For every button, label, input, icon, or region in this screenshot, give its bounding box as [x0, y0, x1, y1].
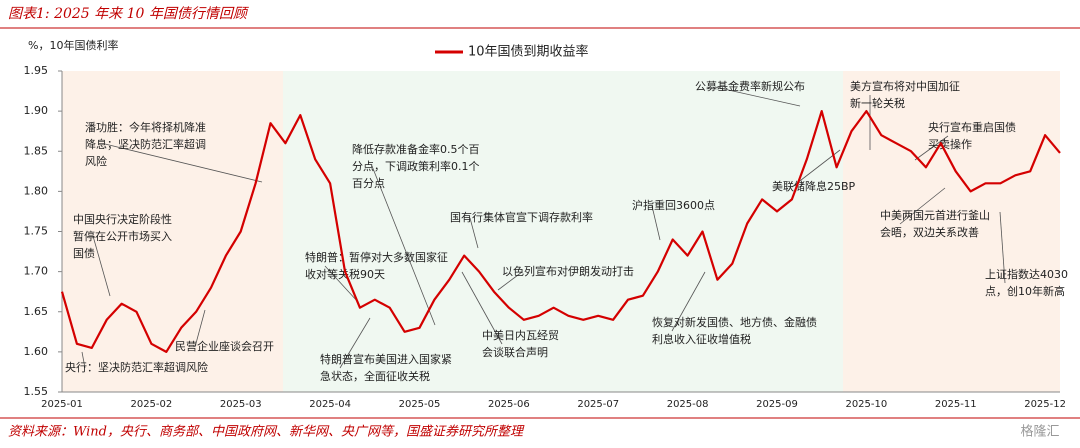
annotation-leader [714, 86, 801, 107]
annotation-leader [469, 217, 479, 249]
y-tick-label: 1.55 [24, 385, 49, 398]
x-tick-label: 2025-07 [577, 399, 619, 410]
x-tick-label: 2025-04 [309, 399, 351, 410]
y-tick-label: 1.95 [24, 64, 49, 77]
legend-label: 10年国债到期收益率 [468, 44, 589, 60]
x-tick-label: 2025-10 [845, 399, 887, 410]
period-shade [62, 71, 283, 392]
y-tick-label: 1.75 [24, 225, 49, 238]
annotation-leader [371, 165, 436, 326]
x-tick-label: 2025-02 [130, 399, 172, 410]
y-tick-label: 1.60 [24, 345, 49, 358]
annotation: 潘功胜：今年将择机降准 [85, 120, 206, 134]
annotation-leader [104, 143, 263, 183]
y-tick-label: 1.70 [24, 265, 49, 278]
annotation-leader [914, 135, 949, 161]
annotation: 中美日内瓦经贸 [482, 328, 559, 342]
annotation: 急状态，全面征收关税 [320, 369, 430, 383]
annotation: 民营企业座谈会召开 [175, 339, 274, 353]
annotation: 央行：坚决防范汇率超调风险 [65, 360, 208, 374]
annotation: 中美两国元首进行釜山 [880, 208, 990, 222]
annotation-leader [324, 265, 359, 303]
annotation: 美方宣布将对中国加征 [850, 79, 960, 93]
annotation-leader [999, 211, 1006, 284]
y-axis-label: %，10年国债利率 [28, 38, 118, 52]
annotation: 买卖操作 [928, 137, 972, 151]
annotation-leader [791, 149, 841, 188]
annotation: 降息；坚决防范汇率超调 [85, 137, 206, 151]
annotation: 上证指数达4030 [985, 267, 1068, 281]
annotation: 以色列宣布对伊朗发动打击 [502, 264, 634, 278]
annotation: 降低存款准备金率0.5个百 [352, 142, 480, 156]
annotation: 风险 [85, 154, 107, 168]
x-tick-label: 2025-05 [399, 399, 441, 410]
annotation-leader [651, 205, 661, 241]
y-tick-label: 1.65 [24, 305, 49, 318]
annotation: 美联储降息25BP [772, 179, 856, 193]
annotation: 恢复对新发国债、地方债、金融债 [652, 315, 817, 329]
period-shade [283, 71, 843, 392]
annotation: 沪指重回3600点 [632, 198, 715, 212]
annotation: 点，创10年新高 [985, 284, 1065, 298]
annotation: 国债 [73, 246, 95, 260]
annotation-leader [899, 187, 946, 225]
x-tick-label: 2025-09 [756, 399, 798, 410]
annotation: 新一轮关税 [850, 96, 905, 110]
y-tick-label: 1.90 [24, 104, 49, 117]
annotation: 特朗普宣布美国进入国家紧 [320, 352, 452, 366]
annotation: 特朗普：暂停对大多数国家征 [305, 250, 448, 264]
annotation: 暂停在公开市场买入 [73, 229, 172, 243]
annotation: 会晤，双边关系改善 [880, 225, 979, 239]
source: 资料来源：Wind，央行、商务部、中国政府网、新华网、央广网等，国盛证券研究所整… [8, 424, 525, 440]
annotation-leader [497, 271, 523, 291]
annotation-leader [92, 235, 111, 297]
y-tick-label: 1.80 [24, 184, 49, 197]
x-tick-label: 2025-03 [220, 399, 262, 410]
annotation-leader [194, 309, 206, 348]
annotation: 会谈联合声明 [482, 345, 548, 359]
annotation: 公募基金费率新规公布 [695, 79, 805, 93]
watermark: 格隆汇 [1020, 424, 1059, 440]
data-line [60, 110, 1061, 353]
x-tick-label: 2025-11 [935, 399, 977, 410]
y-tick-label: 1.85 [24, 144, 49, 157]
annotation: 分点，下调政策利率0.1个 [352, 159, 480, 173]
period-shade [843, 71, 1060, 392]
annotation: 央行宣布重启国债 [928, 120, 1016, 134]
x-tick-label: 2025-08 [667, 399, 709, 410]
annotation: 利息收入征收增值税 [652, 332, 751, 346]
annotation-leader [671, 271, 706, 332]
annotation-leader [461, 271, 503, 345]
annotation: 中国央行决定阶段性 [73, 212, 172, 226]
annotation-leader [339, 317, 371, 369]
x-tick-label: 2025-01 [41, 399, 83, 410]
x-tick-label: 2025-12 [1024, 399, 1066, 410]
chart-title: 图表1: 2025 年来 10 年国债行情回顾 [8, 6, 250, 22]
annotation: 国有行集体官宣下调存款利率 [450, 210, 593, 224]
annotation-leader [81, 351, 86, 369]
x-tick-label: 2025-06 [488, 399, 530, 410]
annotation: 百分点 [352, 177, 385, 190]
